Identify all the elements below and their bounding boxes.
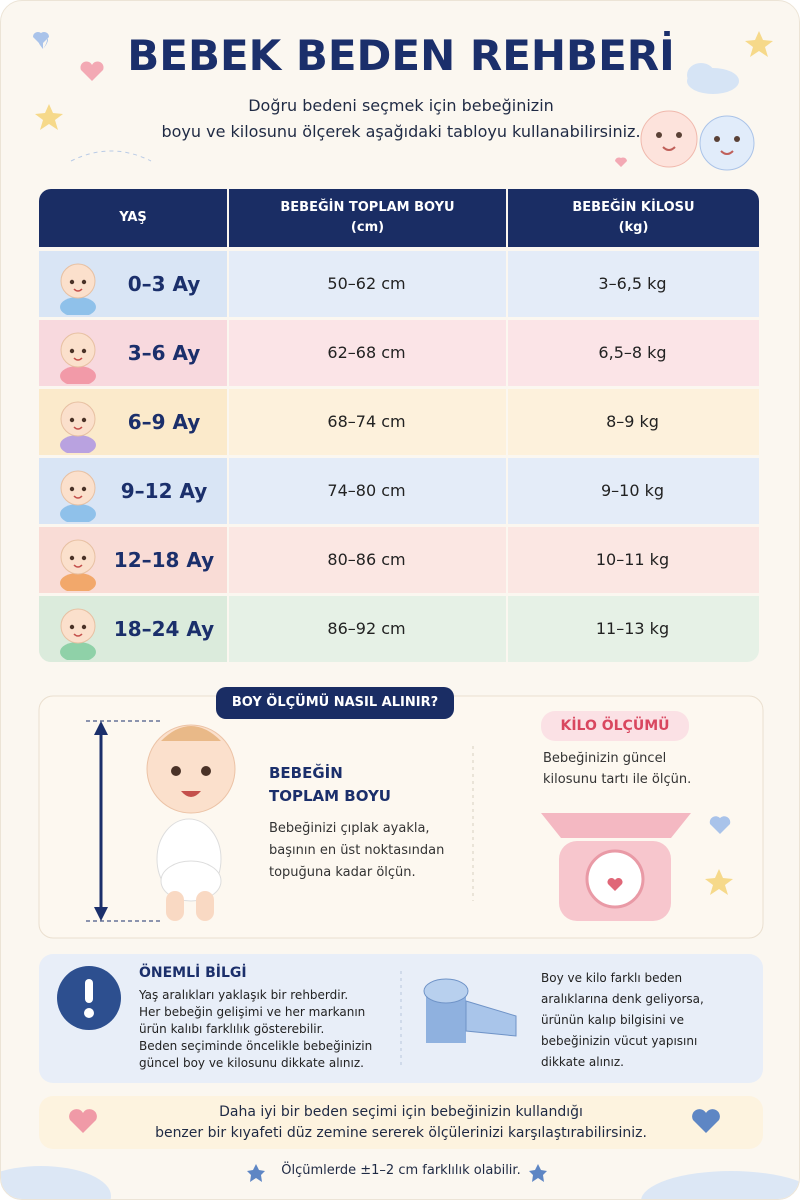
weight-range: 9–10 kg [600,481,665,500]
age-range: 18–24 Ay [113,617,215,641]
header-cell: BEBEĞİN TOPLAM BOYU (cm) [227,189,506,247]
important-text: Her bebeğin gelişimi ve her markanın [139,1005,366,1019]
age-range: 12–18 Ay [113,548,215,572]
height-text: topuğuna kadar ölçün. [269,865,416,880]
baby-icon [60,263,96,315]
size-table: YAŞ BEBEĞİN TOPLAM BOYU (cm) BEBEĞİN KİLOSU… [39,189,759,664]
height-range: 86–92 cm [327,619,406,638]
baby-icon [60,608,96,660]
divider [506,527,508,593]
important-side-text: dikkate alınız. [541,1055,624,1069]
header-cell: YAŞ [39,189,227,247]
height-range: 74–80 cm [327,481,406,500]
header-text: BEBEĞİN KİLOSU [572,200,695,215]
divider [506,596,508,662]
age-range: 3–6 Ay [127,341,201,365]
weight-range: 8–9 kg [606,412,659,431]
important-side-text: aralıklarına denk geliyorsa, [541,992,704,1006]
divider [227,389,229,455]
weight-text: Bebeğinizin güncel [543,751,667,766]
important-title: ÖNEMLİ BİLGİ [139,965,247,981]
baby-icon [60,539,96,591]
age-range: 9–12 Ay [120,479,208,503]
height-heading: TOPLAM BOYU [269,787,391,805]
header-text: (kg) [618,220,649,235]
divider [506,458,508,524]
title: BEBEK BEDEN REHBERİ [127,31,675,80]
divider [227,527,229,593]
important-text: güncel boy ve kilosunu dikkate alınız. [139,1056,364,1070]
divider [227,458,229,524]
important-text: ürün kalıbı farklılık gösterebilir. [139,1022,325,1036]
header-text: BEBEĞİN TOPLAM BOYU [280,200,455,215]
weight-range: 3–6,5 kg [598,274,667,293]
important-side-text: ürünün kalıp bilgisini ve [541,1013,685,1027]
height-heading: BEBEĞİN [269,764,343,782]
important-side-text: bebeğinizin vücut yapısını [541,1034,698,1048]
table-row: 6–9 Ay 68–74 cm 8–9 kg [39,389,759,455]
divider [506,251,508,317]
weight-range: 11–13 kg [595,619,670,638]
height-text: başının en üst noktasından [269,843,445,858]
height-range: 50–62 cm [327,274,406,293]
weight-range: 10–11 kg [595,550,670,569]
baby-icon [60,332,96,384]
table-row: 9–12 Ay 74–80 cm 9–10 kg [39,458,759,524]
age-range: 6–9 Ay [127,410,201,434]
weight-badge: KİLO ÖLÇÜMÜ [541,711,689,741]
header-text: (cm) [350,220,385,235]
table-row: 0–3 Ay 50–62 cm 3–6,5 kg [39,251,759,317]
subtitle: boyu ve kilosunu ölçerek aşağıdaki tablo… [161,122,641,141]
table-row: 3–6 Ay 62–68 cm 6,5–8 kg [39,320,759,386]
divider [227,596,229,662]
header-text: YAŞ [119,210,147,225]
age-range: 0–3 Ay [127,272,201,296]
header-cell: BEBEĞİN KİLOSU (kg) [506,189,759,247]
tip-text: benzer bir kıyafeti düz zemine sererek ö… [155,1125,647,1141]
footer-note: Ölçümlerde ±1–2 cm farklılık olabilir. [281,1163,521,1178]
divider [506,389,508,455]
subtitle: Doğru bedeni seçmek için bebeğinizin [248,96,554,115]
height-range: 80–86 cm [327,550,406,569]
divider [227,251,229,317]
weight-range: 6,5–8 kg [598,343,667,362]
divider [506,320,508,386]
important-text: Yaş aralıkları yaklaşık bir rehberdir. [139,988,349,1002]
divider [227,320,229,386]
important-side-text: Boy ve kilo farklı beden [541,971,683,985]
weight-text: kilosunu tartı ile ölçün. [543,772,692,787]
table-header: YAŞ BEBEĞİN TOPLAM BOYU (cm) BEBEĞİN KİLOSU… [39,189,759,247]
tip-text: Daha iyi bir beden seçimi için bebeğiniz… [219,1104,583,1120]
height-range: 68–74 cm [327,412,406,431]
important-text: Beden seçiminde öncelikle bebeğinizin [139,1039,373,1053]
table-row: 12–18 Ay 80–86 cm 10–11 kg [39,527,759,593]
baby-icon [60,470,96,522]
table-row: 18–24 Ay 86–92 cm 11–13 kg [39,596,759,662]
height-text: Bebeğinizi çıplak ayakla, [269,821,430,836]
height-range: 62–68 cm [327,343,406,362]
height-badge: BOY ÖLÇÜMÜ NASIL ALINIR? [216,687,454,719]
baby-icon [60,401,96,453]
